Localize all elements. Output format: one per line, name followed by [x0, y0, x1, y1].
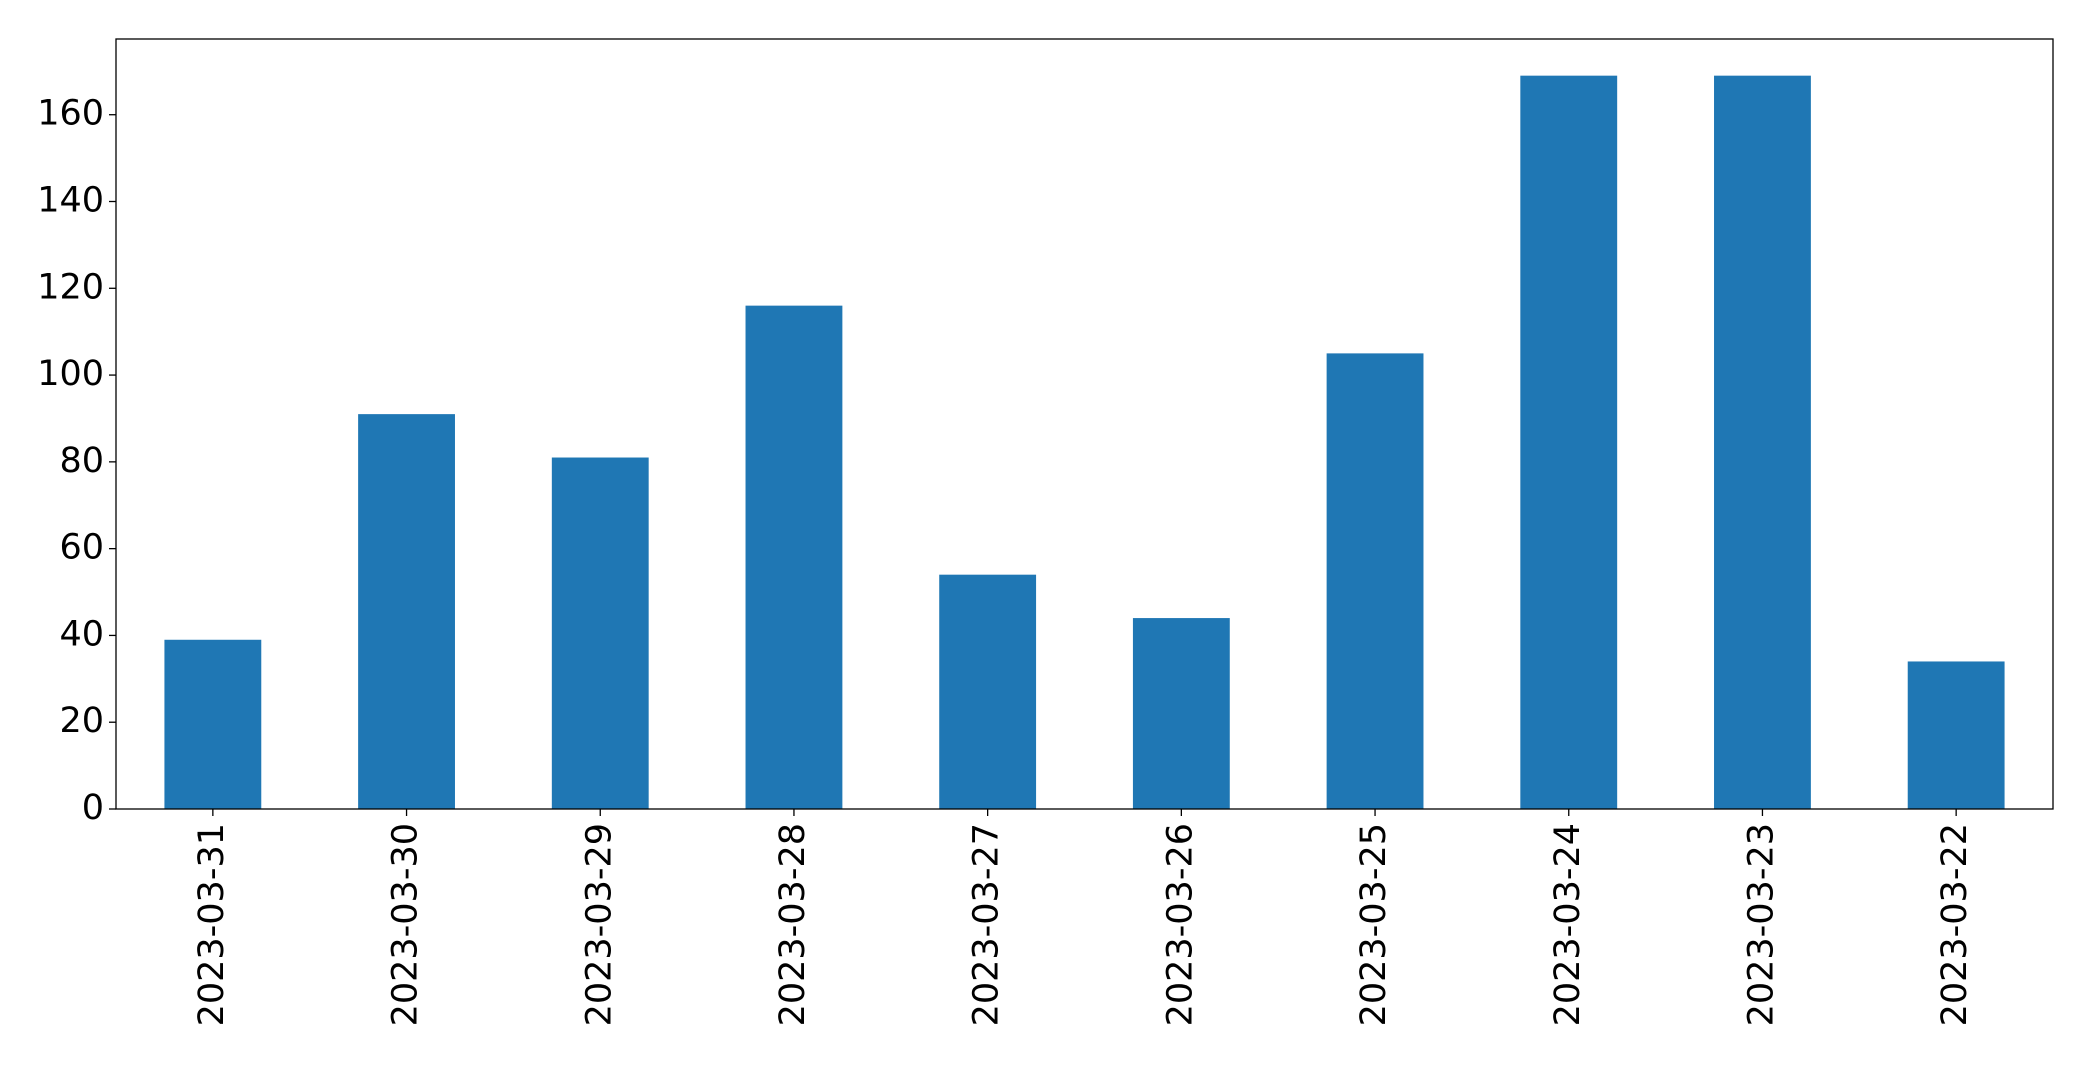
x-tick-label: 2023-03-29 — [579, 823, 619, 1026]
x-tick-label: 2023-03-23 — [1741, 823, 1781, 1026]
bar — [1907, 661, 2005, 809]
bar — [939, 574, 1037, 809]
bar — [1326, 353, 1424, 809]
y-tick-label: 40 — [59, 614, 104, 654]
x-tick-label: 2023-03-25 — [1354, 823, 1394, 1026]
y-tick-label: 100 — [37, 354, 104, 394]
plot-frame — [115, 38, 2054, 810]
bar — [1714, 75, 1811, 809]
x-tick-label: 2023-03-30 — [386, 823, 426, 1026]
bar — [164, 639, 262, 809]
x-tick-label: 2023-03-27 — [967, 823, 1007, 1026]
bar — [1520, 75, 1618, 809]
x-tick-label: 2023-03-26 — [1160, 823, 1200, 1026]
y-tick-label: 160 — [37, 94, 104, 134]
y-tick-label: 60 — [59, 528, 104, 568]
bar — [358, 414, 455, 809]
bar — [1132, 618, 1230, 809]
x-tick-label: 2023-03-24 — [1548, 823, 1588, 1026]
bar — [745, 305, 843, 809]
y-tick-label: 0 — [82, 788, 104, 828]
x-tick-label: 2023-03-31 — [192, 823, 232, 1026]
x-tick-label: 2023-03-28 — [773, 823, 813, 1026]
y-tick-label: 80 — [59, 441, 104, 481]
x-tick-label: 2023-03-22 — [1935, 823, 1975, 1026]
y-tick-label: 140 — [37, 181, 104, 221]
y-tick-label: 120 — [37, 267, 104, 307]
y-tick-label: 20 — [59, 701, 104, 741]
bar — [551, 457, 649, 809]
